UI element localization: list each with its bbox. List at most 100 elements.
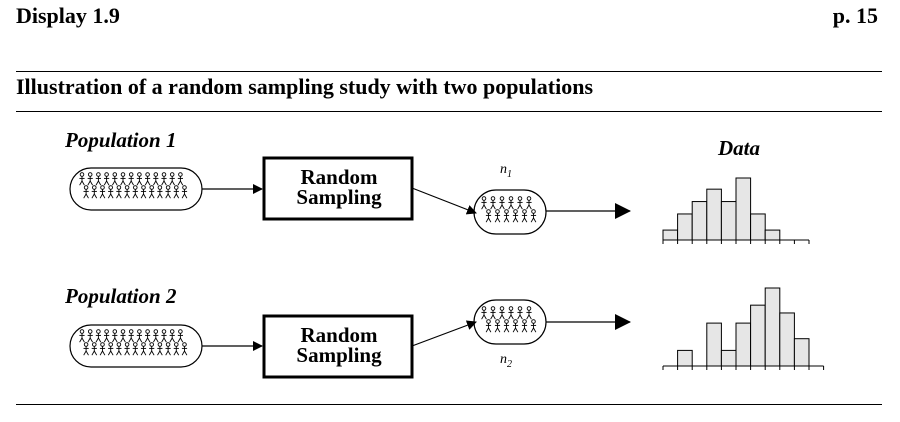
sample-size-symbol: n <box>500 352 507 367</box>
stick-figure-icon <box>83 342 90 356</box>
data-label: Data <box>718 136 760 160</box>
stick-figure-icon <box>512 209 519 223</box>
stick-figure-icon <box>140 185 147 199</box>
stick-figure-icon <box>160 329 168 343</box>
sample-size-subscript: 2 <box>507 358 512 370</box>
stick-figure-icon <box>107 342 114 356</box>
stick-figure-icon <box>498 306 506 320</box>
stick-figure-icon <box>169 172 176 186</box>
histogram-bar <box>706 322 722 367</box>
stick-figure-icon <box>480 196 488 210</box>
stick-figure-icon <box>91 342 98 356</box>
stick-figure-icon <box>525 196 533 210</box>
stick-figure-icon <box>152 329 159 343</box>
stick-figure-icon <box>521 319 528 333</box>
stick-figure-icon <box>489 306 497 320</box>
sample-2-group <box>473 299 547 345</box>
stick-figure-icon <box>512 319 519 333</box>
stick-figure-icon <box>136 329 143 343</box>
histogram-bar <box>735 177 752 241</box>
population-1-crowd <box>78 172 188 199</box>
stick-figure-icon <box>173 185 180 199</box>
sample-size-1-label: n1 <box>500 162 512 180</box>
stick-figure-icon <box>181 185 188 199</box>
sample-1-group <box>473 189 547 235</box>
stick-figure-icon <box>115 185 122 199</box>
histogram-1 <box>662 177 810 244</box>
stick-figure-icon <box>119 329 127 343</box>
stick-figure-icon <box>87 172 94 186</box>
stick-figure-icon <box>136 172 143 186</box>
histogram-bar <box>720 201 737 241</box>
stick-figure-icon <box>494 319 501 333</box>
stick-figure-icon <box>498 196 506 210</box>
page-number: p. 15 <box>832 3 878 28</box>
stick-figure-icon <box>530 209 537 223</box>
random-sampling-line2: Sampling <box>296 343 382 367</box>
stick-figure-icon <box>516 306 524 320</box>
stick-figure-icon <box>156 185 163 199</box>
stick-figure-icon <box>95 172 102 186</box>
population-2-group <box>69 324 203 368</box>
stick-figure-icon <box>111 329 118 343</box>
stick-figure-icon <box>503 319 510 333</box>
histogram-bar <box>677 349 693 367</box>
stick-figure-icon <box>165 185 172 199</box>
bottom-rule <box>16 404 882 405</box>
stick-figure-icon <box>521 209 528 223</box>
stick-figure-icon <box>177 172 184 186</box>
arrow-sampling-2-to-sample <box>411 320 477 347</box>
sample-size-2-label: n2 <box>500 352 512 370</box>
stick-figure-icon <box>485 209 492 223</box>
histogram-bar <box>677 213 693 241</box>
population-2-crowd <box>78 329 188 356</box>
stick-figure-icon <box>99 185 106 199</box>
random-sampling-line2: Sampling <box>296 185 382 209</box>
stick-figure-icon <box>124 342 131 356</box>
population-1-group <box>69 167 203 211</box>
stick-figure-icon <box>144 329 151 343</box>
sample-size-subscript: 1 <box>507 168 512 180</box>
stick-figure-icon <box>115 342 122 356</box>
histogram-bar <box>662 229 679 241</box>
stick-figure-icon <box>103 329 110 343</box>
stick-figure-icon <box>507 306 515 320</box>
histogram-bar <box>764 229 781 241</box>
figure-title: Illustration of a random sampling study … <box>16 74 594 99</box>
stick-figure-icon <box>516 196 524 210</box>
stick-figure-icon <box>87 329 94 343</box>
stick-figure-icon <box>489 196 497 210</box>
stick-figure-icon <box>156 342 163 356</box>
top-rule <box>16 71 882 72</box>
histogram-bar <box>750 304 766 367</box>
stick-figure-icon <box>78 329 86 343</box>
histogram-2 <box>662 287 825 370</box>
random-sampling-text-2: Random Sampling <box>264 323 414 367</box>
stick-figure-icon <box>95 329 102 343</box>
histogram-bar <box>720 349 737 367</box>
histogram-bar <box>735 322 752 367</box>
histogram-bar <box>779 312 795 367</box>
population-1-label: Population 1 <box>65 128 177 152</box>
stick-figure-icon <box>99 342 106 356</box>
stick-figure-icon <box>128 172 135 186</box>
stick-figure-icon <box>152 172 159 186</box>
stick-figure-icon <box>78 172 86 186</box>
random-sampling-box-2 <box>262 314 414 379</box>
stick-figure-icon <box>480 306 488 320</box>
histogram-bar <box>750 213 766 241</box>
random-sampling-text-1: Random Sampling <box>264 165 414 209</box>
stick-figure-icon <box>507 196 515 210</box>
stick-figure-icon <box>494 209 501 223</box>
stick-figure-icon <box>181 342 188 356</box>
stick-figure-icon <box>103 172 110 186</box>
random-sampling-line1: Random <box>300 323 378 347</box>
sample-size-symbol: n <box>500 162 507 177</box>
stick-figure-icon <box>503 209 510 223</box>
sample-2-crowd <box>480 306 537 333</box>
histogram-bar <box>706 188 722 241</box>
histogram-bar <box>793 338 810 367</box>
arrow-sampling-1-to-sample <box>411 187 477 215</box>
random-sampling-line1: Random <box>300 165 378 189</box>
